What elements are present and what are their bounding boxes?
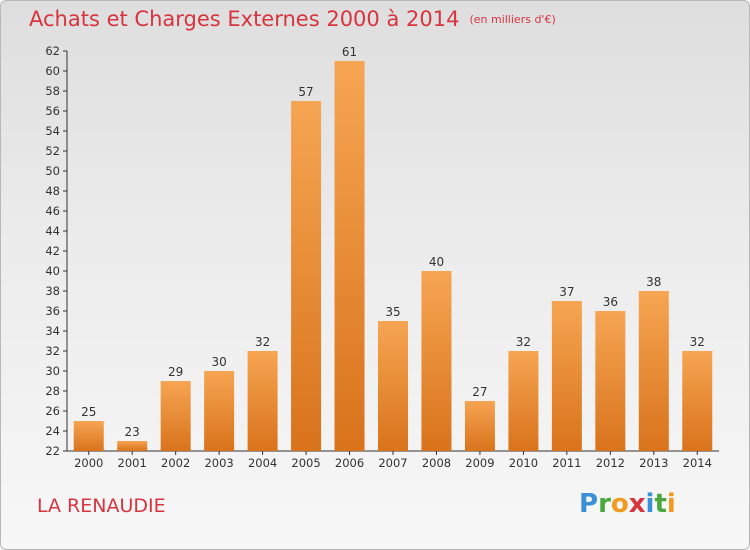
logo-letter: P [579, 489, 599, 519]
x-tick-label: 2001 [118, 456, 147, 470]
y-tick-label: 28 [45, 384, 60, 398]
bar-2002 [160, 381, 191, 451]
x-tick-label: 2003 [204, 456, 233, 470]
proxiti-logo[interactable]: Proxiti [579, 489, 676, 519]
bar-value-label: 32 [255, 335, 270, 349]
x-tick-label: 2004 [248, 456, 277, 470]
x-tick-label: 2008 [422, 456, 451, 470]
x-tick-label: 2007 [378, 456, 407, 470]
logo-letter: x [628, 489, 646, 519]
y-tick-label: 42 [45, 244, 60, 258]
y-tick-label: 40 [45, 264, 60, 278]
y-tick-label: 46 [45, 204, 60, 218]
x-tick-label: 2014 [683, 456, 712, 470]
y-tick-label: 24 [45, 424, 60, 438]
bar-value-label: 37 [559, 285, 574, 299]
logo-letter: i [645, 489, 655, 519]
y-tick-label: 32 [45, 344, 60, 358]
bar-2011 [551, 301, 582, 451]
chart-title-text: Achats et Charges Externes 2000 à 2014 [29, 7, 460, 31]
commune-name: LA RENAUDIE [37, 495, 166, 517]
y-tick-label: 60 [45, 64, 60, 78]
bar-value-label: 57 [298, 85, 313, 99]
x-tick-label: 2010 [509, 456, 538, 470]
y-tick-label: 22 [45, 444, 60, 458]
logo-letter: t [654, 489, 667, 519]
x-tick-label: 2009 [465, 456, 494, 470]
bar-value-label: 32 [690, 335, 705, 349]
logo-letter: r [598, 489, 611, 519]
y-tick-label: 38 [45, 284, 60, 298]
x-tick-label: 2006 [335, 456, 364, 470]
y-tick-label: 62 [45, 44, 60, 58]
bar-value-label: 61 [342, 45, 357, 59]
bar-2004 [247, 351, 278, 451]
chart-title: Achats et Charges Externes 2000 à 2014 (e… [29, 7, 556, 31]
x-tick-label: 2002 [161, 456, 190, 470]
bar-value-label: 32 [516, 335, 531, 349]
x-tick-label: 2013 [639, 456, 668, 470]
x-tick-label: 2000 [74, 456, 103, 470]
bar-2003 [204, 371, 235, 451]
bar-value-label: 40 [429, 255, 444, 269]
bar-2007 [378, 321, 408, 451]
bar-2008 [421, 271, 452, 451]
bar-2000 [73, 421, 104, 451]
bar-value-label: 30 [211, 355, 226, 369]
y-tick-label: 36 [45, 304, 60, 318]
bar-2012 [595, 311, 626, 451]
bar-2009 [464, 401, 495, 451]
y-tick-label: 26 [45, 404, 60, 418]
bar-2014 [682, 351, 713, 451]
y-tick-label: 52 [45, 144, 60, 158]
y-tick-label: 50 [45, 164, 60, 178]
x-tick-label: 2012 [596, 456, 625, 470]
chart-unit-label: (en milliers d'€) [469, 13, 556, 26]
bar-value-label: 35 [385, 305, 400, 319]
y-tick-label: 54 [45, 124, 60, 138]
bar-value-label: 23 [125, 425, 140, 439]
logo-letter: o [610, 489, 629, 519]
bar-value-label: 25 [81, 405, 96, 419]
y-tick-label: 30 [45, 364, 60, 378]
bar-2005 [291, 101, 322, 451]
x-tick-label: 2005 [291, 456, 320, 470]
y-tick-label: 44 [45, 224, 60, 238]
bar-2013 [638, 291, 669, 451]
y-tick-label: 58 [45, 84, 60, 98]
bar-value-label: 29 [168, 365, 183, 379]
y-tick-label: 48 [45, 184, 60, 198]
y-tick-label: 34 [45, 324, 60, 338]
logo-letter: i [666, 489, 676, 519]
x-tick-label: 2011 [552, 456, 581, 470]
y-tick-label: 56 [45, 104, 60, 118]
bar-value-label: 36 [603, 295, 618, 309]
bar-value-label: 27 [472, 385, 487, 399]
bar-2001 [117, 441, 148, 451]
bar-2010 [508, 351, 539, 451]
bar-value-label: 38 [646, 275, 661, 289]
bar-2006 [334, 61, 365, 451]
